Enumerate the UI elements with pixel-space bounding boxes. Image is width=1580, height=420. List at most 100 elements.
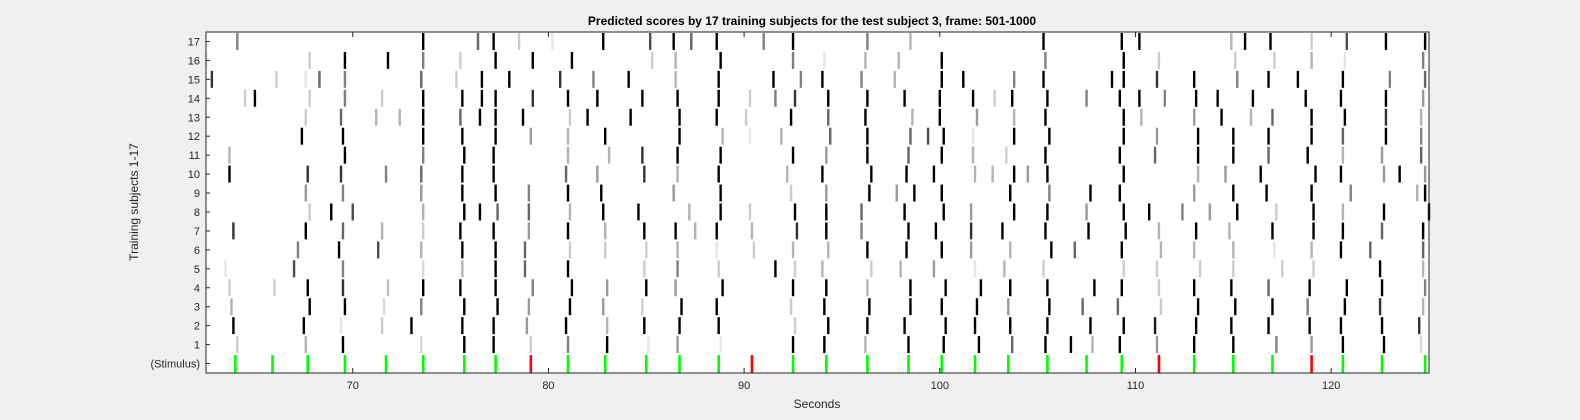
score-mark-subject-12-17	[971, 127, 975, 145]
score-mark-subject-3-6	[496, 298, 499, 316]
score-mark-subject-10-25	[1259, 165, 1262, 183]
score-mark-subject-6-13	[791, 241, 795, 259]
y-tick-label-13: 13	[188, 112, 200, 124]
score-mark-subject-6-16	[905, 241, 908, 259]
score-mark-subject-15-15	[799, 70, 803, 88]
score-mark-subject-17-12	[791, 33, 795, 50]
score-mark-subject-14-0	[243, 89, 247, 107]
score-mark-subject-13-9	[568, 108, 572, 126]
score-mark-subject-6-7	[568, 241, 572, 259]
stimulus-mark-0	[234, 355, 237, 373]
score-mark-subject-2-30	[1418, 317, 1421, 335]
score-mark-subject-7-32	[1421, 222, 1425, 240]
score-mark-subject-7-3	[380, 222, 384, 240]
score-mark-subject-10-5	[461, 165, 464, 183]
score-mark-subject-17-6	[602, 33, 605, 50]
score-mark-subject-3-13	[789, 298, 793, 316]
stimulus-mark-2	[306, 355, 310, 373]
stimulus-mark-26	[1192, 355, 1196, 373]
score-mark-subject-2-29	[1380, 317, 1384, 335]
stimulus-mark-31	[1380, 355, 1384, 373]
score-mark-subject-4-4	[386, 279, 390, 297]
score-mark-subject-14-36	[1421, 89, 1425, 107]
score-mark-subject-10-11	[717, 165, 720, 183]
score-mark-subject-16-19	[1157, 51, 1161, 69]
score-mark-subject-13-26	[1220, 108, 1223, 126]
score-mark-subject-3-14	[823, 298, 826, 316]
score-mark-subject-9-19	[1118, 184, 1122, 202]
score-mark-subject-6-0	[296, 241, 300, 259]
score-mark-subject-2-11	[678, 317, 681, 335]
score-mark-subject-7-5	[459, 222, 462, 240]
score-mark-subject-13-13	[715, 108, 718, 126]
score-mark-subject-14-30	[1194, 89, 1198, 107]
score-mark-subject-2-5	[461, 317, 464, 335]
stimulus-mark-27	[1232, 355, 1235, 373]
score-mark-subject-3-30	[1421, 298, 1425, 316]
score-mark-subject-2-6	[492, 317, 495, 335]
score-mark-subject-3-18	[975, 298, 979, 316]
score-mark-subject-17-5	[551, 33, 554, 50]
score-mark-subject-3-11	[680, 298, 683, 316]
y-tick-label-9: 9	[194, 188, 200, 200]
score-mark-subject-13-14	[744, 108, 748, 126]
score-mark-subject-16-15	[897, 51, 900, 69]
score-mark-subject-9-6	[566, 184, 570, 202]
score-mark-subject-14-10	[566, 89, 570, 107]
score-mark-subject-14-6	[461, 89, 464, 107]
score-mark-subject-12-10	[748, 127, 752, 145]
score-mark-subject-7-31	[1380, 222, 1384, 240]
x-tick-label-4: 110	[1127, 380, 1145, 392]
score-mark-subject-14-9	[531, 89, 534, 107]
score-mark-subject-8-23	[1122, 203, 1125, 221]
y-tick-label-10: 10	[188, 169, 200, 181]
score-mark-subject-5-25	[1312, 260, 1315, 278]
score-mark-subject-8-27	[1236, 203, 1239, 221]
score-mark-subject-12-5	[529, 127, 533, 145]
score-mark-subject-7-29	[1312, 222, 1315, 240]
score-mark-subject-7-19	[934, 222, 938, 240]
score-mark-subject-9-18	[1089, 184, 1092, 202]
score-mark-subject-15-24	[1122, 70, 1125, 88]
chart-title: Predicted scores by 17 training subjects…	[588, 14, 1036, 28]
score-mark-subject-5-2	[341, 260, 345, 278]
score-mark-subject-13-2	[375, 108, 378, 126]
score-mark-subject-13-3	[398, 108, 401, 126]
score-mark-subject-8-26	[1208, 203, 1212, 221]
score-mark-subject-15-1	[275, 70, 278, 88]
score-mark-subject-11-15	[971, 146, 975, 164]
score-mark-subject-8-29	[1312, 203, 1315, 221]
score-mark-subject-15-7	[480, 70, 484, 88]
score-mark-subject-15-19	[940, 70, 943, 88]
score-mark-subject-13-10	[586, 108, 589, 126]
score-mark-subject-10-7	[564, 165, 568, 183]
stimulus-mark-1	[271, 355, 274, 373]
score-mark-subject-4-1	[273, 279, 276, 297]
score-mark-subject-12-2	[422, 127, 425, 145]
score-mark-subject-15-32	[1423, 70, 1427, 88]
score-mark-subject-5-1	[292, 260, 296, 278]
score-mark-subject-12-15	[926, 127, 930, 145]
score-mark-subject-5-15	[899, 260, 902, 278]
score-mark-subject-14-27	[1118, 89, 1122, 107]
score-mark-subject-15-8	[508, 70, 511, 88]
score-mark-subject-13-29	[1310, 108, 1313, 126]
score-mark-subject-16-9	[650, 51, 654, 69]
score-mark-subject-4-30	[1380, 279, 1384, 297]
score-mark-subject-2-22	[1122, 317, 1125, 335]
score-mark-subject-6-26	[1273, 241, 1276, 259]
score-mark-subject-14-24	[1011, 89, 1014, 107]
score-mark-subject-15-30	[1341, 70, 1345, 88]
score-mark-subject-9-26	[1423, 184, 1427, 202]
score-mark-subject-1-23	[1155, 336, 1159, 354]
stimulus-mark-4	[384, 355, 388, 373]
score-mark-subject-6-1	[337, 241, 341, 259]
score-mark-subject-17-14	[909, 33, 912, 50]
score-mark-subject-14-17	[793, 89, 797, 107]
score-mark-subject-8-28	[1275, 203, 1278, 221]
score-mark-subject-4-24	[1157, 279, 1161, 297]
score-mark-subject-8-13	[748, 203, 752, 221]
score-mark-subject-10-10	[676, 165, 679, 183]
score-mark-subject-17-23	[1384, 33, 1388, 50]
score-mark-subject-8-11	[688, 203, 691, 221]
